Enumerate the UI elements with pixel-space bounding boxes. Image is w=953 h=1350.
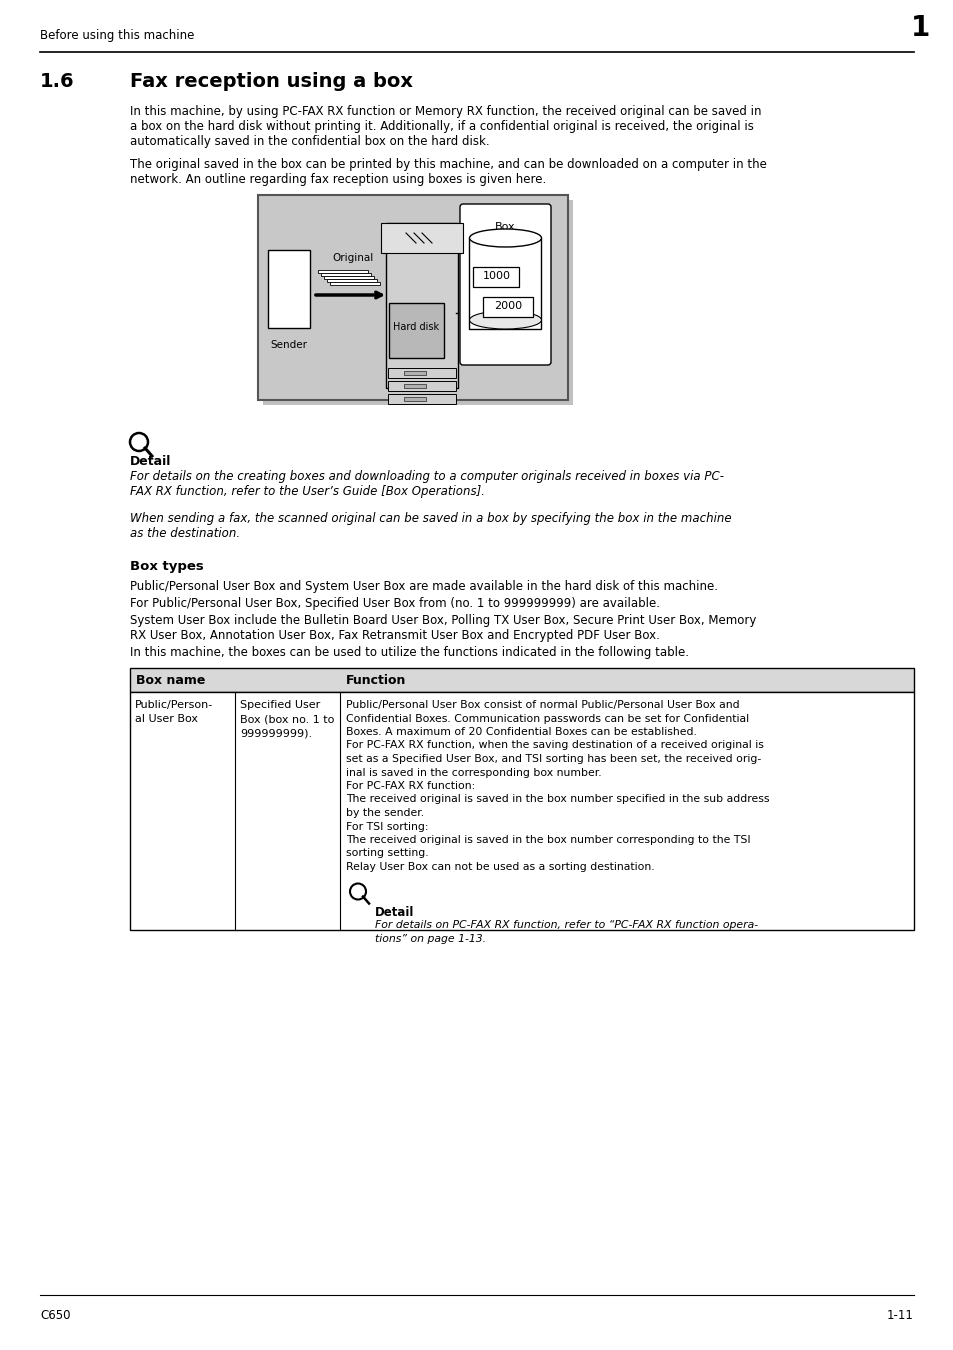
Bar: [263, 200, 573, 405]
Bar: [483, 297, 533, 317]
Bar: [389, 302, 443, 358]
Text: System User Box include the Bulletin Board User Box, Polling TX User Box, Secure: System User Box include the Bulletin Boa…: [130, 614, 756, 626]
Polygon shape: [317, 270, 368, 273]
Text: Before using this machine: Before using this machine: [40, 30, 194, 42]
Text: a box on the hard disk without printing it. Additionally, if a confidential orig: a box on the hard disk without printing …: [130, 120, 753, 134]
Polygon shape: [324, 275, 374, 279]
Text: In this machine, the boxes can be used to utilize the functions indicated in the: In this machine, the boxes can be used t…: [130, 647, 688, 659]
Polygon shape: [327, 279, 376, 282]
Bar: [388, 369, 456, 378]
Ellipse shape: [469, 310, 541, 329]
Bar: [268, 250, 310, 328]
Text: inal is saved in the corresponding box number.: inal is saved in the corresponding box n…: [346, 768, 601, 778]
Text: 1.6: 1.6: [40, 72, 74, 90]
Text: 2000: 2000: [494, 301, 522, 310]
Text: sorting setting.: sorting setting.: [346, 849, 428, 859]
FancyBboxPatch shape: [459, 204, 551, 364]
Text: Relay User Box can not be used as a sorting destination.: Relay User Box can not be used as a sort…: [346, 863, 654, 872]
Text: network. An outline regarding fax reception using boxes is given here.: network. An outline regarding fax recept…: [130, 173, 546, 186]
Text: Original: Original: [332, 252, 374, 263]
Text: For details on the creating boxes and downloading to a computer originals receiv: For details on the creating boxes and do…: [130, 470, 723, 483]
Bar: [403, 371, 426, 375]
Bar: [386, 223, 457, 387]
Text: Public/Personal User Box consist of normal Public/Personal User Box and: Public/Personal User Box consist of norm…: [346, 701, 739, 710]
Text: Box: Box: [495, 221, 516, 232]
Text: For TSI sorting:: For TSI sorting:: [346, 822, 428, 832]
Text: Specified User: Specified User: [240, 701, 320, 710]
Bar: [403, 397, 426, 401]
Polygon shape: [320, 273, 371, 275]
Text: by the sender.: by the sender.: [346, 809, 424, 818]
Bar: [380, 223, 462, 252]
Text: For PC-FAX RX function, when the saving destination of a received original is: For PC-FAX RX function, when the saving …: [346, 741, 763, 751]
Bar: [130, 693, 913, 930]
Polygon shape: [330, 282, 379, 285]
Text: Box types: Box types: [130, 560, 204, 572]
Text: The received original is saved in the box number specified in the sub address: The received original is saved in the bo…: [346, 795, 769, 805]
Text: When sending a fax, the scanned original can be saved in a box by specifying the: When sending a fax, the scanned original…: [130, 512, 731, 525]
Text: Sender: Sender: [271, 340, 307, 350]
Bar: [257, 194, 567, 400]
Text: Public/Person-: Public/Person-: [135, 701, 213, 710]
Ellipse shape: [469, 230, 541, 247]
Bar: [388, 394, 456, 404]
Text: Box name: Box name: [136, 674, 205, 687]
Text: Boxes. A maximum of 20 Confidential Boxes can be established.: Boxes. A maximum of 20 Confidential Boxe…: [346, 728, 696, 737]
Text: tions” on page 1-13.: tions” on page 1-13.: [375, 933, 486, 944]
Text: automatically saved in the confidential box on the hard disk.: automatically saved in the confidential …: [130, 135, 489, 148]
Bar: [388, 381, 456, 392]
Text: For details on PC-FAX RX function, refer to “PC-FAX RX function opera-: For details on PC-FAX RX function, refer…: [375, 919, 758, 930]
Text: 1000: 1000: [482, 271, 510, 281]
Text: 1: 1: [910, 14, 929, 42]
Text: 1-11: 1-11: [886, 1310, 913, 1322]
Text: Detail: Detail: [130, 455, 172, 468]
Text: The original saved in the box can be printed by this machine, and can be downloa: The original saved in the box can be pri…: [130, 158, 766, 171]
Bar: [473, 267, 519, 288]
Bar: [130, 668, 913, 693]
Text: FAX RX function, refer to the User’s Guide [Box Operations].: FAX RX function, refer to the User’s Gui…: [130, 485, 484, 498]
Text: al User Box: al User Box: [135, 714, 198, 724]
Text: For Public/Personal User Box, Specified User Box from (no. 1 to 999999999) are a: For Public/Personal User Box, Specified …: [130, 597, 659, 610]
Text: Function: Function: [346, 674, 406, 687]
Text: RX User Box, Annotation User Box, Fax Retransmit User Box and Encrypted PDF User: RX User Box, Annotation User Box, Fax Re…: [130, 629, 659, 643]
Text: Hard disk: Hard disk: [393, 321, 439, 332]
Text: For PC-FAX RX function:: For PC-FAX RX function:: [346, 782, 475, 791]
Text: The received original is saved in the box number corresponding to the TSI: The received original is saved in the bo…: [346, 836, 750, 845]
Text: as the destination.: as the destination.: [130, 526, 240, 540]
Text: Fax reception using a box: Fax reception using a box: [130, 72, 413, 90]
Text: C650: C650: [40, 1310, 71, 1322]
Text: Public/Personal User Box and System User Box are made available in the hard disk: Public/Personal User Box and System User…: [130, 580, 718, 593]
Text: Confidential Boxes. Communication passwords can be set for Confidential: Confidential Boxes. Communication passwo…: [346, 714, 748, 724]
Text: set as a Specified User Box, and TSI sorting has been set, the received orig-: set as a Specified User Box, and TSI sor…: [346, 755, 760, 764]
Text: 999999999).: 999999999).: [240, 728, 312, 738]
Text: Detail: Detail: [375, 906, 414, 918]
Bar: [403, 383, 426, 387]
Bar: [469, 238, 541, 329]
Text: In this machine, by using PC-FAX RX function or Memory RX function, the received: In this machine, by using PC-FAX RX func…: [130, 105, 760, 117]
Text: Box (box no. 1 to: Box (box no. 1 to: [240, 714, 334, 724]
